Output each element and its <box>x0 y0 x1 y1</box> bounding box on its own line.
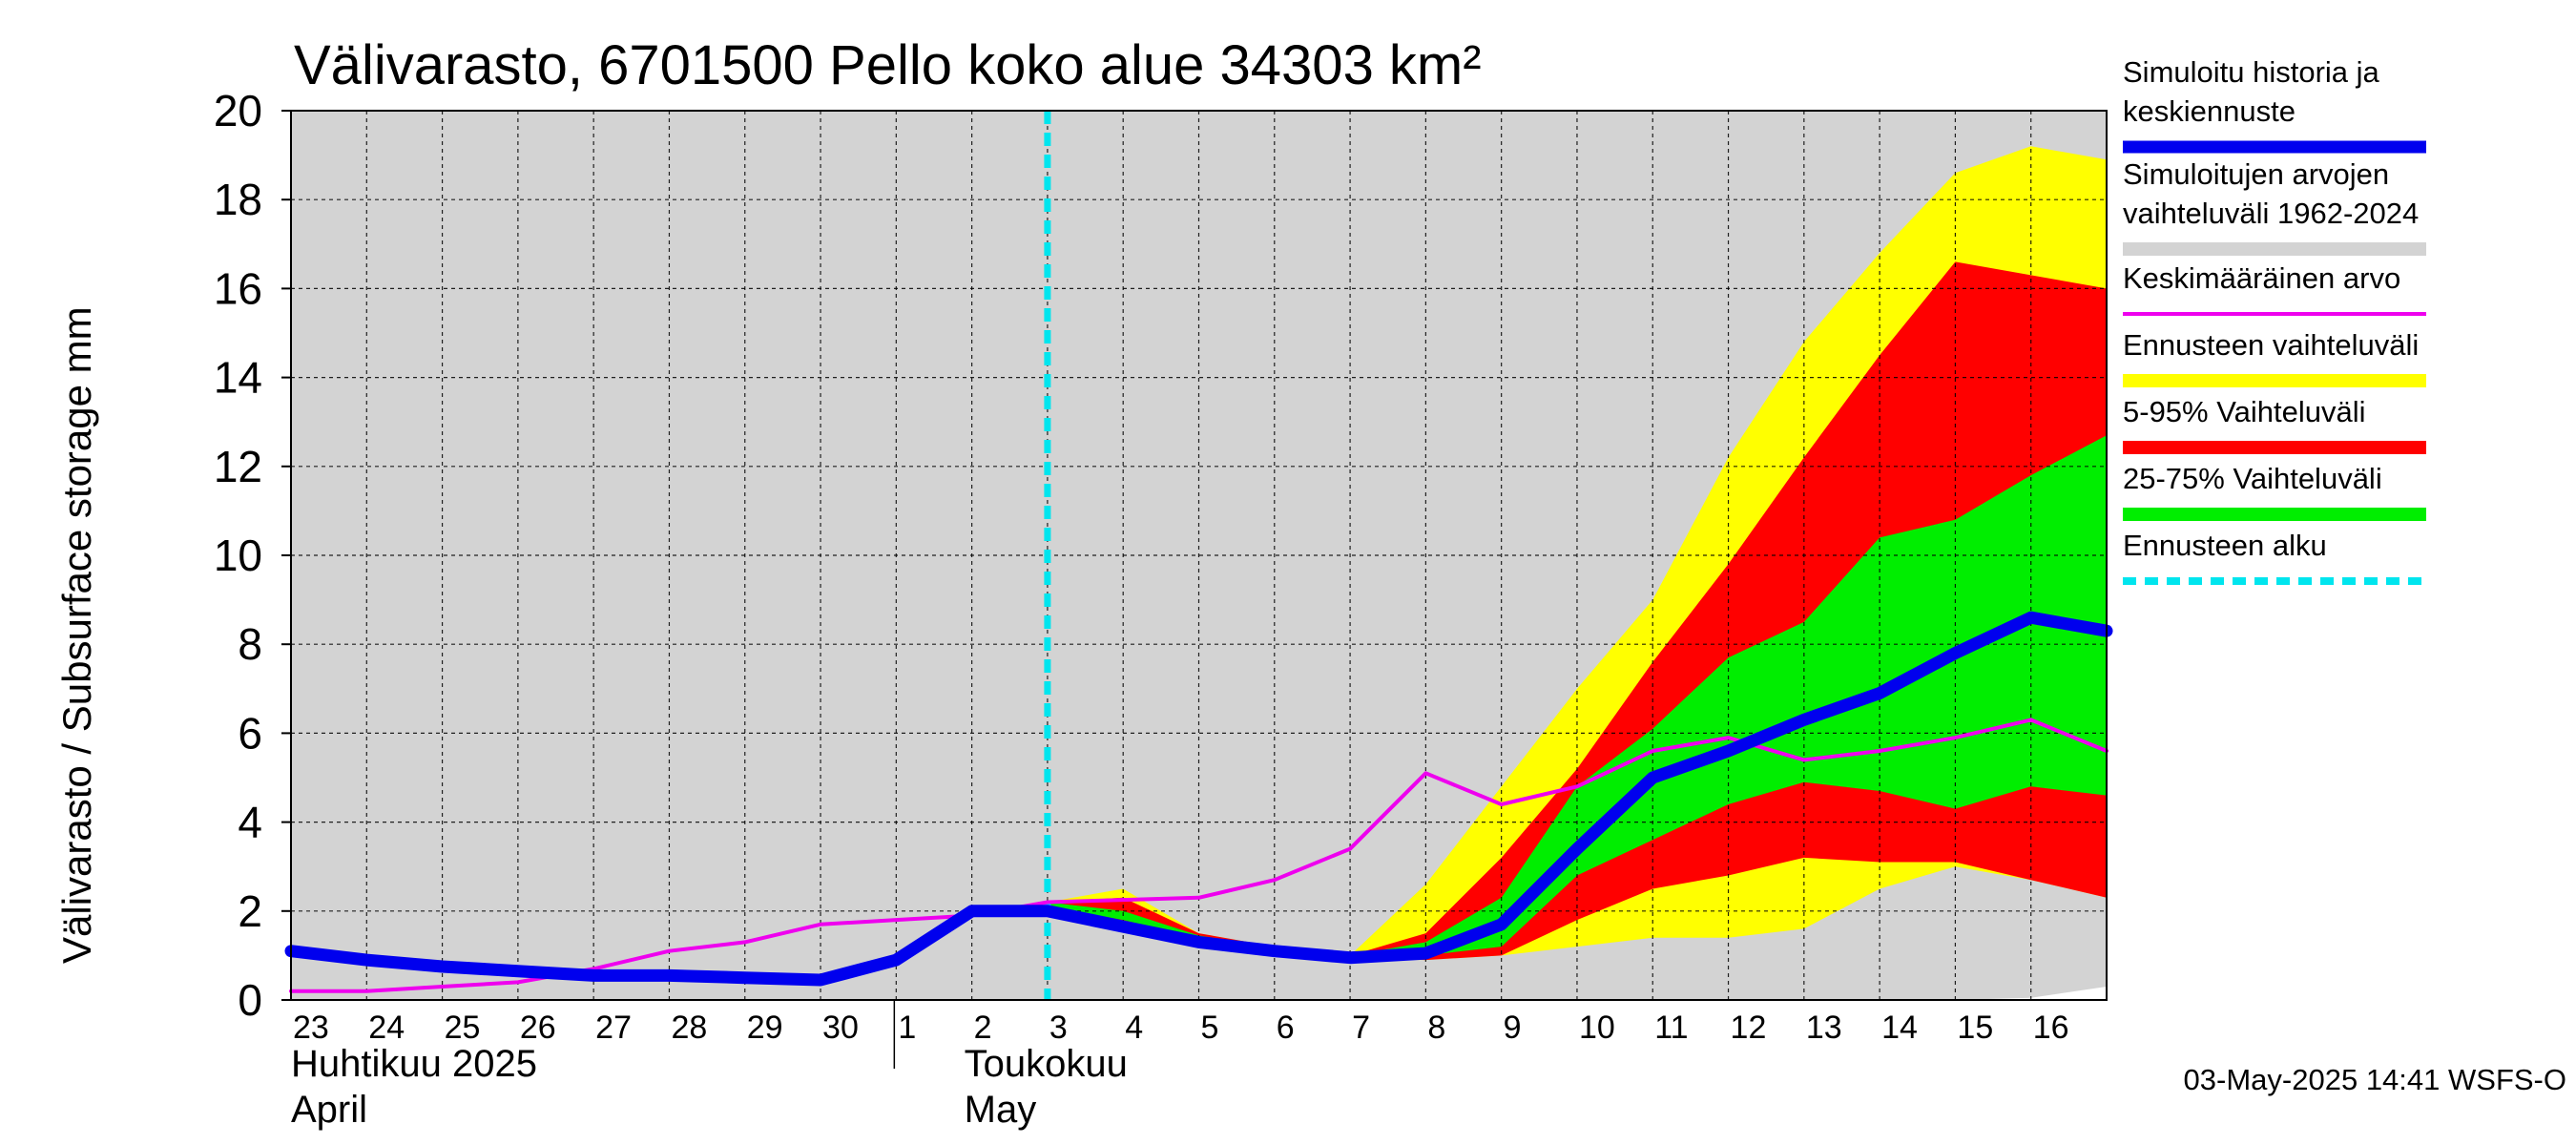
x-tick-label: 26 <box>520 1010 556 1046</box>
legend-swatch <box>2123 508 2426 521</box>
series-keskim-r-inen-arvo <box>289 718 2109 993</box>
x-tick-label: 11 <box>1654 1010 1688 1046</box>
x-tick-label: 2 <box>974 1010 992 1046</box>
y-axis-label: Välivarasto / Subsurface storage mm <box>54 306 99 964</box>
y-tick-label: 2 <box>238 886 262 936</box>
x-tick-label: 10 <box>1579 1010 1615 1046</box>
month-label-en: May <box>965 1089 1037 1131</box>
chart-title: Välivarasto, 6701500 Pello koko alue 343… <box>294 34 1482 96</box>
y-tick-label: 18 <box>214 175 262 224</box>
x-tick-label: 27 <box>595 1010 632 1046</box>
legend-swatch <box>2123 312 2426 316</box>
x-tick-label: 3 <box>1049 1010 1068 1046</box>
y-tick-label: 10 <box>214 531 262 580</box>
legend-label: Keskimääräinen arvo <box>2123 261 2400 295</box>
month-label-fi: Huhtikuu 2025 <box>291 1043 537 1085</box>
x-tick-label: 4 <box>1125 1010 1143 1046</box>
legend-swatch <box>2123 441 2426 454</box>
y-tick-label: 12 <box>214 442 262 491</box>
legend-item-simuloitujen-arvojen-vaihteluv-li-1962-2024: Simuloitujen arvojen vaihteluväli 1962-20… <box>2123 157 2426 256</box>
x-tick-label: 6 <box>1277 1010 1295 1046</box>
footer-timestamp: 03-May-2025 14:41 WSFS-O <box>2184 1063 2566 1096</box>
legend: Simuloitu historia jakeskiennusteSimuloi… <box>2123 55 2426 585</box>
x-tick-label: 25 <box>445 1010 481 1046</box>
lines-layer <box>284 111 2113 1000</box>
x-tick-label: 16 <box>2033 1010 2069 1046</box>
x-tick-label: 30 <box>822 1010 859 1046</box>
legend-item-keskim-r-inen-arvo: Keskimääräinen arvo <box>2123 261 2426 316</box>
x-tick-label: 13 <box>1806 1010 1842 1046</box>
legend-item-25-75-vaihteluv-li: 25-75% Vaihteluväli <box>2123 462 2426 521</box>
legend-label: Ennusteen vaihteluväli <box>2123 328 2419 362</box>
x-tick-label: 9 <box>1504 1010 1522 1046</box>
legend-swatch <box>2123 242 2426 256</box>
legend-label: Simuloitu historia ja <box>2123 55 2380 89</box>
y-tick-label: 16 <box>214 263 262 313</box>
legend-label: Simuloitujen arvojen <box>2123 157 2389 191</box>
legend-label: vaihteluväli 1962-2024 <box>2123 197 2419 230</box>
x-tick-label: 8 <box>1427 1010 1445 1046</box>
x-tick-label: 23 <box>293 1010 329 1046</box>
legend-label: 25-75% Vaihteluväli <box>2123 462 2382 495</box>
y-tick-label: 14 <box>214 353 262 403</box>
x-tick-label: 14 <box>1881 1010 1918 1046</box>
x-tick-label: 12 <box>1731 1010 1767 1046</box>
legend-item-5-95-vaihteluv-li: 5-95% Vaihteluväli <box>2123 395 2426 454</box>
y-tick-label: 0 <box>238 975 262 1025</box>
legend-swatch <box>2123 140 2426 154</box>
x-tick-label: 15 <box>1957 1010 1993 1046</box>
y-tick-label: 20 <box>214 86 262 135</box>
x-tick-label: 5 <box>1201 1010 1219 1046</box>
legend-item-ennusteen-vaihteluv-li: Ennusteen vaihteluväli <box>2123 328 2426 387</box>
legend-item-simuloitu-historia-ja-keskiennuste: Simuloitu historia ja keskiennuste <box>2123 55 2426 154</box>
legend-label: keskiennuste <box>2123 94 2296 128</box>
y-tick-label: 4 <box>238 798 262 847</box>
legend-swatch <box>2123 374 2426 387</box>
x-tick-label: 24 <box>368 1010 405 1046</box>
legend-label: Ennusteen alku <box>2123 529 2327 562</box>
series-simuloitu-historia-ja-keskiennuste <box>284 611 2113 987</box>
x-tick-label: 29 <box>747 1010 783 1046</box>
x-tick-label: 1 <box>898 1010 916 1046</box>
grid-layer <box>291 111 2107 1000</box>
y-tick-label: 8 <box>238 619 262 669</box>
x-tick-label: 7 <box>1352 1010 1370 1046</box>
legend-label: 5-95% Vaihteluväli <box>2123 395 2365 428</box>
month-label-en: April <box>291 1089 367 1131</box>
legend-item-ennusteen-alku: Ennusteen alku <box>2123 529 2426 585</box>
month-label-fi: Toukokuu <box>965 1043 1128 1085</box>
y-tick-label: 6 <box>238 708 262 758</box>
x-tick-label: 28 <box>671 1010 707 1046</box>
